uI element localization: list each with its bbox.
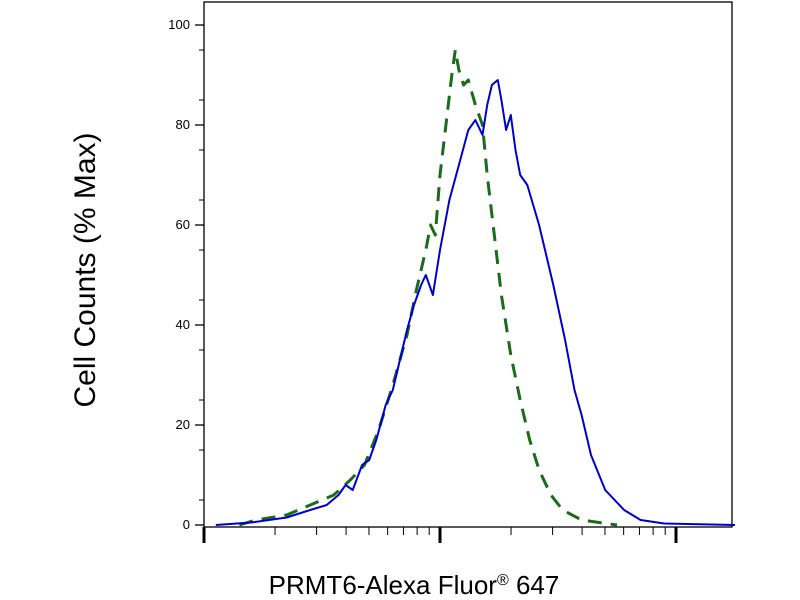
x-axis-label: PRMT6-Alexa Fluor® 647 xyxy=(269,570,560,600)
plot-frame xyxy=(203,1,733,528)
y-tick-label: 100 xyxy=(168,17,190,32)
x-axis-label-superscript: ® xyxy=(497,572,509,589)
y-axis-label: Cell Counts (% Max) xyxy=(69,132,102,407)
y-tick-label: 20 xyxy=(176,417,190,432)
y-tick-label: 40 xyxy=(176,317,190,332)
x-axis-label-main: PRMT6-Alexa Fluor xyxy=(269,570,498,600)
y-tick-label: 0 xyxy=(183,517,190,532)
y-tick-label: 60 xyxy=(176,217,190,232)
series-solid-line xyxy=(215,79,736,526)
x-axis-label-suffix: 647 xyxy=(509,570,560,600)
axis-ticks: 0 20 40 60 80 100 xyxy=(168,17,678,543)
axes xyxy=(203,1,733,528)
y-tick-label: 80 xyxy=(176,117,190,132)
series-group xyxy=(215,48,736,527)
series-dashed-line xyxy=(238,48,618,527)
